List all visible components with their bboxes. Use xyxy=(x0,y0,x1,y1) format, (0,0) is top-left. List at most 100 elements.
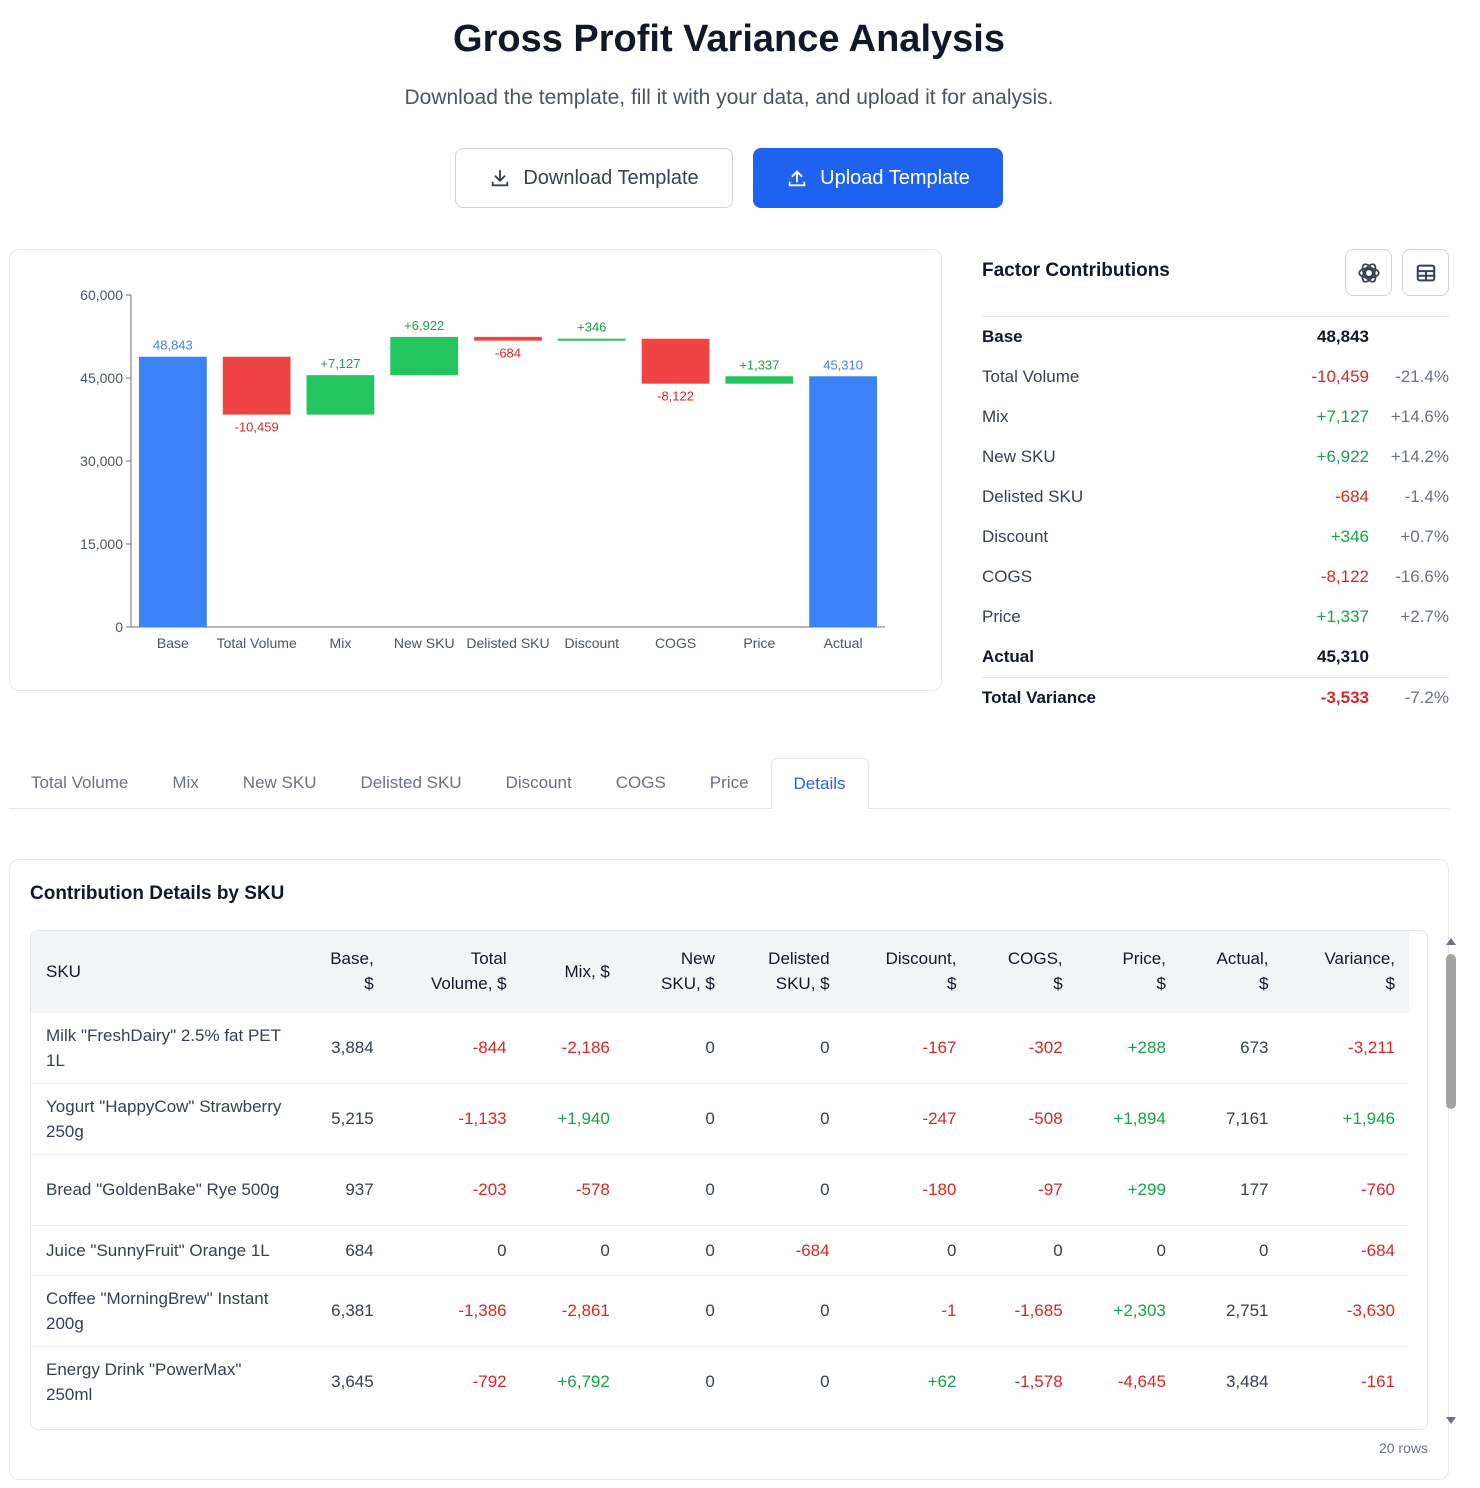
factor-value: -8,122 xyxy=(1320,567,1369,586)
bar-cogs xyxy=(641,338,710,384)
column-header[interactable]: Mix, $ xyxy=(520,931,624,1012)
cell-value: 3,645 xyxy=(296,1345,388,1417)
x-tick-label: COGS xyxy=(655,635,696,651)
factor-percent: -21.4% xyxy=(1395,367,1449,386)
column-header[interactable]: Variance, $ xyxy=(1282,931,1409,1012)
factor-row: Actual 45,310 xyxy=(982,637,1449,677)
table-scrollbar[interactable] xyxy=(1444,938,1458,1424)
sku-name: Juice "SunnyFruit" Orange 1L xyxy=(31,1224,296,1275)
tab-price[interactable]: Price xyxy=(709,773,749,792)
data-label: -10,459 xyxy=(235,420,279,435)
openai-icon xyxy=(1357,262,1380,283)
cell-value: -97 xyxy=(970,1153,1077,1225)
tab-new-sku[interactable]: New SKU xyxy=(242,773,317,792)
tab-mix[interactable]: Mix xyxy=(172,773,199,792)
factor-value: -10,459 xyxy=(1311,367,1369,386)
y-tick-label: 30,000 xyxy=(80,453,123,469)
table-row[interactable]: Coffee "MorningBrew" Instant 200g 6,381 -1… xyxy=(31,1274,1409,1346)
table-row[interactable]: Milk "FreshDairy" 2.5% fat PET 1L 3,884 -8… xyxy=(31,1011,1409,1083)
upload-template-button[interactable]: Upload Template xyxy=(753,148,1003,208)
cell-value: 937 xyxy=(296,1153,388,1225)
factor-label: Mix xyxy=(982,407,1009,426)
x-tick-label: Price xyxy=(743,635,775,651)
tab-cogs[interactable]: COGS xyxy=(615,773,666,792)
y-tick-label: 45,000 xyxy=(80,370,123,386)
factor-row: Total Variance -3,533 -7.2% xyxy=(982,678,1449,718)
table-row[interactable]: Yogurt "HappyCow" Strawberry 250g 5,215 -1… xyxy=(31,1082,1409,1154)
tab-total-volume[interactable]: Total Volume xyxy=(31,773,129,792)
table-row[interactable]: Energy Drink "PowerMax" 250ml 3,645 -792 +6… xyxy=(31,1345,1409,1417)
bar-total-volume xyxy=(222,356,291,415)
tab-discount[interactable]: Discount xyxy=(505,773,572,792)
factor-value: 45,310 xyxy=(1317,647,1369,666)
column-header[interactable]: Actual, $ xyxy=(1179,931,1283,1012)
cell-value: -1,685 xyxy=(970,1274,1077,1346)
cell-value: -2,861 xyxy=(520,1274,624,1346)
column-header[interactable]: Delisted SKU, $ xyxy=(728,931,844,1012)
data-label: +6,922 xyxy=(404,318,444,333)
cell-value: 177 xyxy=(1179,1153,1283,1225)
cell-value: -792 xyxy=(387,1345,521,1417)
cell-value: 0 xyxy=(623,1224,729,1275)
cell-value: 0 xyxy=(1179,1224,1283,1275)
column-header[interactable]: SKU xyxy=(31,931,296,1012)
cell-value: 7,161 xyxy=(1179,1082,1283,1154)
x-tick-label: New SKU xyxy=(394,635,455,651)
scrollbar-thumb[interactable] xyxy=(1446,954,1456,1109)
bar-delisted-sku xyxy=(474,336,542,341)
cell-value: 6,381 xyxy=(296,1274,388,1346)
cell-value: -247 xyxy=(843,1082,971,1154)
bar-new-sku xyxy=(390,336,459,376)
factor-percent: +14.2% xyxy=(1390,447,1449,466)
cell-value: 3,884 xyxy=(296,1011,388,1083)
column-header[interactable]: COGS, $ xyxy=(970,931,1077,1012)
factor-percent: +2.7% xyxy=(1400,607,1449,626)
tab-delisted-sku[interactable]: Delisted SKU xyxy=(360,773,462,792)
cell-value: 0 xyxy=(728,1011,844,1083)
bar-mix xyxy=(306,375,375,415)
factor-percent: -7.2% xyxy=(1404,688,1449,707)
cell-value: +288 xyxy=(1076,1011,1180,1083)
cell-value: 0 xyxy=(623,1274,729,1346)
waterfall-chart: 0 15,000 30,000 45,000 60,000 48,843 Base -10,4… xyxy=(80,287,885,651)
upload-label: Upload Template xyxy=(820,166,970,189)
cell-value: 3,484 xyxy=(1179,1345,1283,1417)
column-header[interactable]: Total Volume, $ xyxy=(387,931,521,1012)
sku-name: Yogurt "HappyCow" Strawberry 250g xyxy=(31,1082,296,1154)
ai-analysis-button[interactable] xyxy=(1345,249,1392,296)
cell-value: 0 xyxy=(970,1224,1077,1275)
x-tick-label: Total Volume xyxy=(217,635,297,651)
column-header[interactable]: Price, $ xyxy=(1076,931,1180,1012)
x-tick-label: Actual xyxy=(824,635,863,651)
table-view-button[interactable] xyxy=(1402,249,1449,296)
cell-value: +1,946 xyxy=(1282,1082,1409,1154)
factor-label: Total Volume xyxy=(982,367,1080,386)
bar-base xyxy=(139,356,207,627)
row-count: 20 rows xyxy=(1378,1440,1428,1456)
cell-value: 0 xyxy=(387,1224,521,1275)
cell-value: -180 xyxy=(843,1153,971,1225)
cell-value: -3,630 xyxy=(1282,1274,1409,1346)
factor-value: +346 xyxy=(1330,527,1369,546)
sku-table-container: SKU Base, $ Total Volume, $ Mix, $ New SKU, $ De… xyxy=(30,930,1428,1430)
table-row[interactable]: Bread "GoldenBake" Rye 500g 937 -203 -578 0 0… xyxy=(31,1153,1409,1225)
table-row[interactable]: Juice "SunnyFruit" Orange 1L 684 0 0 0 -684 0 0… xyxy=(31,1224,1409,1275)
cell-value: 0 xyxy=(728,1274,844,1346)
cell-value: -844 xyxy=(387,1011,521,1083)
factor-label: Base xyxy=(982,327,1023,346)
cell-value: -161 xyxy=(1282,1345,1409,1417)
download-template-button[interactable]: Download Template xyxy=(455,148,733,208)
sku-name: Milk "FreshDairy" 2.5% fat PET 1L xyxy=(31,1011,296,1083)
data-label: +7,127 xyxy=(320,356,360,371)
y-tick-label: 0 xyxy=(115,619,123,635)
factor-percent: -1.4% xyxy=(1404,487,1449,506)
column-header[interactable]: Discount, $ xyxy=(843,931,971,1012)
tab-details[interactable]: Details xyxy=(770,758,869,809)
cell-value: -1,133 xyxy=(387,1082,521,1154)
cell-value: 684 xyxy=(296,1224,388,1275)
cell-value: 0 xyxy=(623,1011,729,1083)
cell-value: -302 xyxy=(970,1011,1077,1083)
column-header[interactable]: New SKU, $ xyxy=(623,931,729,1012)
column-header[interactable]: Base, $ xyxy=(296,931,388,1012)
cell-value: +2,303 xyxy=(1076,1274,1180,1346)
